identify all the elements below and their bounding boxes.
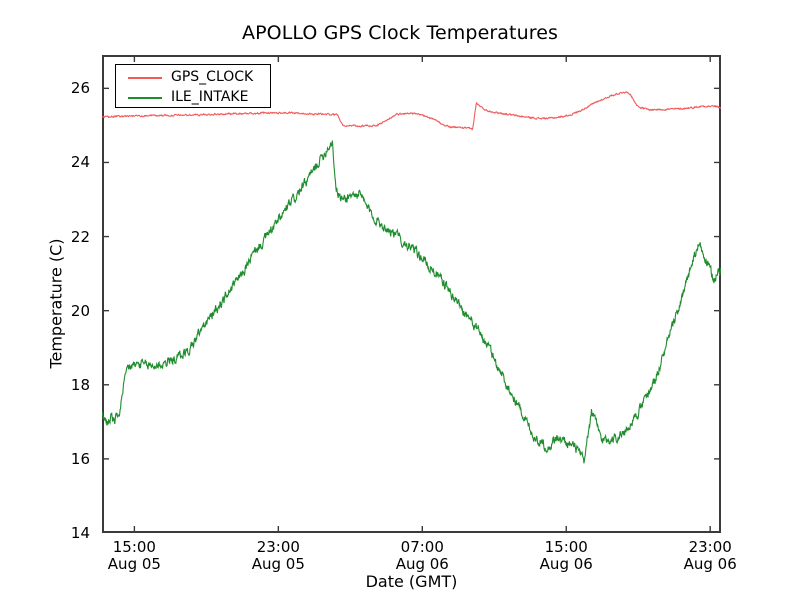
- series-line-ile_intake: [102, 140, 721, 464]
- x-tick-time: 23:00: [256, 538, 300, 556]
- plot-lines: [102, 55, 721, 533]
- x-axis-label: Date (GMT): [365, 572, 458, 591]
- x-tick-date: Aug 06: [683, 555, 737, 573]
- y-tick-label: 26: [70, 79, 90, 98]
- x-tick-label: 15:00 Aug 05: [74, 539, 194, 573]
- plot-area-frame: [102, 55, 721, 533]
- x-tick-date: Aug 06: [395, 555, 449, 573]
- x-tick-date: Aug 06: [539, 555, 593, 573]
- x-tick-label: 23:00 Aug 06: [650, 539, 770, 573]
- legend-label: ILE_INTAKE: [171, 89, 249, 105]
- series-line-gps_clock: [102, 91, 721, 131]
- chart-title: APOLLO GPS Clock Temperatures: [242, 22, 558, 44]
- x-tick-label: 15:00 Aug 06: [506, 539, 626, 573]
- y-tick-label: 18: [70, 375, 90, 394]
- data-series-group: [102, 91, 721, 464]
- legend-item-gps_clock[interactable]: GPS_CLOCK: [116, 68, 272, 88]
- x-tick-time: 07:00: [400, 538, 444, 556]
- x-tick-time: 23:00: [688, 538, 732, 556]
- legend-item-ile_intake[interactable]: ILE_INTAKE: [116, 88, 272, 108]
- x-tick-time: 15:00: [544, 538, 588, 556]
- axis-tick-marks: [102, 55, 721, 533]
- legend: GPS_CLOCK ILE_INTAKE: [115, 64, 271, 108]
- x-tick-time: 15:00: [112, 538, 156, 556]
- legend-label: GPS_CLOCK: [171, 69, 254, 85]
- y-tick-label: 14: [70, 524, 90, 542]
- y-tick-label: 22: [70, 227, 90, 246]
- legend-color-swatch: [128, 77, 162, 79]
- x-tick-date: Aug 05: [107, 555, 161, 573]
- x-tick-label: 07:00 Aug 06: [362, 539, 482, 573]
- y-tick-label: 24: [70, 153, 90, 172]
- legend-color-swatch: [128, 97, 162, 99]
- y-tick-label: 16: [70, 449, 90, 468]
- x-tick-label: 23:00 Aug 05: [218, 539, 338, 573]
- y-tick-label: 20: [70, 301, 90, 320]
- x-tick-date: Aug 05: [251, 555, 305, 573]
